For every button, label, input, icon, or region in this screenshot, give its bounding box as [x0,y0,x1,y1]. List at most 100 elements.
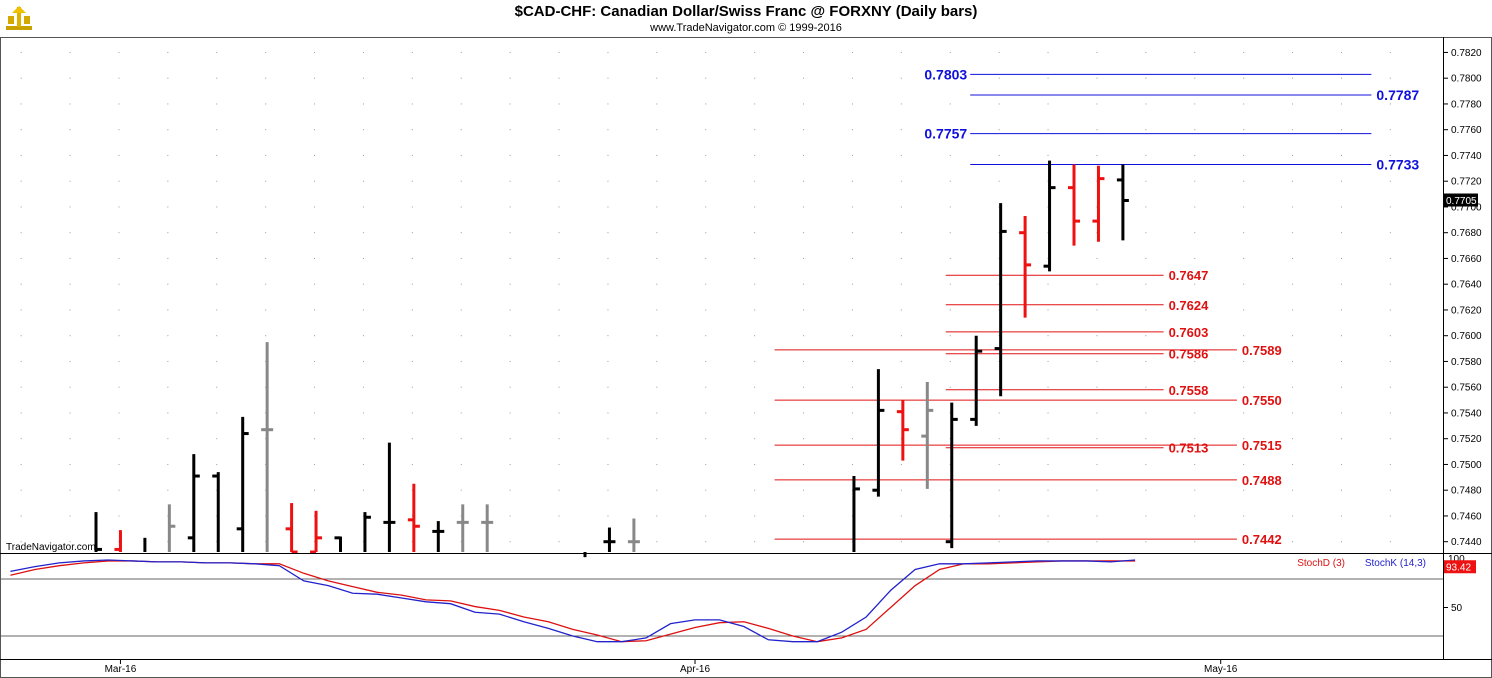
grid-dot [1340,386,1342,388]
grid-dot [900,206,902,208]
grid-dot [1145,412,1147,414]
grid-dot [1145,77,1147,79]
ohlc-bar [627,518,640,552]
grid-dot [460,129,462,131]
grid-dot [803,77,805,79]
price-tick-label: 0.7580 [1451,357,1482,368]
grid-dot [1389,129,1391,131]
grid-dot [362,335,364,337]
grid-dot [1340,515,1342,517]
ohlc-bar [94,512,102,552]
grid-dot [1243,386,1245,388]
grid-dot [1292,515,1294,517]
grid-dot [509,335,511,337]
grid-dot [509,463,511,465]
grid-dot [69,515,71,517]
grid-dot [705,360,707,362]
grid-dot [20,438,22,440]
grid-dot [851,309,853,311]
grid-dot [265,103,267,105]
grid-dot [1243,360,1245,362]
grid-dot [1243,283,1245,285]
grid-dot [1340,438,1342,440]
grid-dot [1292,232,1294,234]
grid-dot [216,412,218,414]
grid-dot [558,77,560,79]
grid-dot [803,129,805,131]
grid-dot [1047,283,1049,285]
grid-dot [1194,335,1196,337]
grid-dot [558,309,560,311]
grid-dot [411,180,413,182]
grid-dot [411,335,413,337]
grid-dot [1389,541,1391,543]
grid-dot [167,412,169,414]
grid-dot [460,154,462,156]
grid-dot [1389,489,1391,491]
grid-dot [20,412,22,414]
grid-dot [1340,489,1342,491]
grid-dot [656,232,658,234]
grid-dot [167,257,169,259]
grid-dot [1243,206,1245,208]
grid-dot [216,309,218,311]
grid-dot [705,515,707,517]
grid-dot [705,257,707,259]
grid-dot [362,77,364,79]
grid-dot [1243,412,1245,414]
grid-dot [1243,51,1245,53]
grid-dot [1389,515,1391,517]
ohlc-bar [921,382,934,489]
grid-dot [265,335,267,337]
grid-dot [656,360,658,362]
grid-dot [900,360,902,362]
grid-dot [851,154,853,156]
grid-dot [167,489,169,491]
grid-dot [1145,51,1147,53]
ohlc-bar [383,442,396,552]
grid-dot [1340,232,1342,234]
grid-dot [69,51,71,53]
grid-dot [705,154,707,156]
grid-dot [656,257,658,259]
grid-dot [460,180,462,182]
grid-dot [265,77,267,79]
grid-dot [167,386,169,388]
grid-dot [167,283,169,285]
grid-dot [1292,335,1294,337]
ohlc-bar [236,416,249,552]
grid-dot [20,232,22,234]
grid-dot [1194,412,1196,414]
grid-dot [1389,206,1391,208]
ohlc-bar [872,369,885,497]
grid-dot [1340,283,1342,285]
grid-dot [949,180,951,182]
grid-dot [1096,386,1098,388]
grid-dot [558,154,560,156]
grid-dot [1243,232,1245,234]
grid-dot [558,541,560,543]
grid-dot [558,515,560,517]
grid-dot [607,154,609,156]
grid-dot [998,541,1000,543]
grid-dot [411,360,413,362]
grid-dot [949,309,951,311]
grid-dot [900,283,902,285]
level-label: 0.7733 [1376,156,1419,172]
grid-dot [949,386,951,388]
grid-dot [216,438,218,440]
grid-dot [314,257,316,259]
grid-dot [851,438,853,440]
grid-dot [411,51,413,53]
grid-dot [1292,412,1294,414]
grid-dot [558,232,560,234]
level-label: 0.7647 [1169,268,1209,283]
date-label: May-16 [1204,664,1238,675]
grid-dot [216,360,218,362]
grid-dot [460,360,462,362]
grid-dot [314,463,316,465]
grid-dot [167,51,169,53]
grid-dot [167,180,169,182]
level-label: 0.7515 [1242,438,1282,453]
grid-dot [1194,257,1196,259]
